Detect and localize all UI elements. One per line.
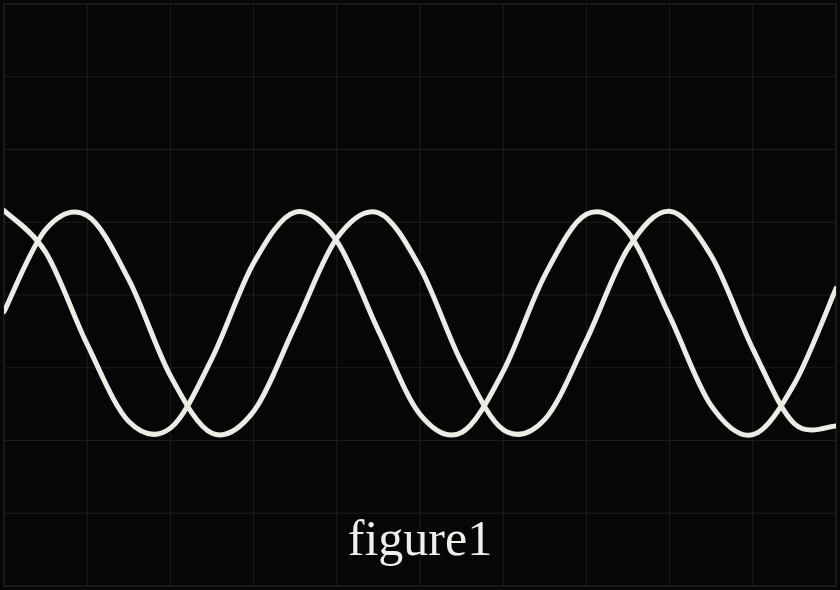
- grid-line-y: [4, 295, 836, 296]
- scope-screen: figure1: [0, 0, 840, 590]
- trace: [4, 211, 836, 436]
- grid-line-y: [4, 586, 836, 587]
- caption: figure1: [348, 510, 492, 566]
- grid: [4, 4, 836, 586]
- grid-line-y: [4, 222, 836, 223]
- grid-line-y: [4, 4, 836, 5]
- grid-line-y: [4, 367, 836, 368]
- grid-line-y: [4, 76, 836, 77]
- grid-line-y: [4, 440, 836, 441]
- trace: [4, 211, 836, 435]
- grid-line-y: [4, 149, 836, 150]
- plot-frame: [4, 4, 836, 586]
- background: [0, 0, 840, 590]
- traces: [4, 211, 836, 436]
